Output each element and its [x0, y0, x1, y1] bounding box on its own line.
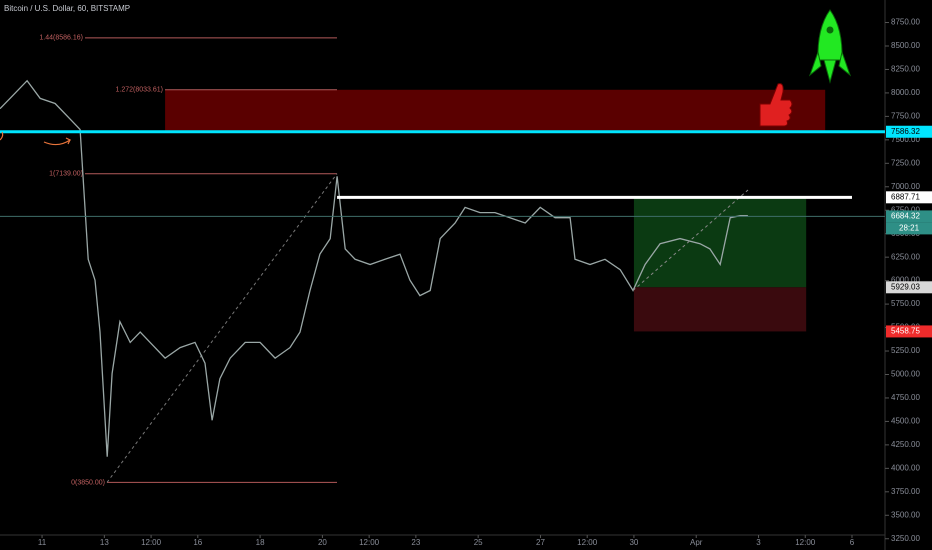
x-tick-label: 23 — [411, 538, 420, 547]
y-tick-label: 8500.00 — [891, 41, 920, 50]
price-label-box — [886, 125, 932, 138]
x-tick-label: 13 — [100, 538, 109, 547]
fib-label: 0(3850.00) — [71, 479, 105, 486]
zone — [165, 89, 826, 131]
price-label: 5929.03 — [891, 282, 920, 291]
y-tick-label: 4750.00 — [891, 393, 920, 402]
y-tick-label: 7750.00 — [891, 111, 920, 120]
y-tick-label: 3250.00 — [891, 534, 920, 543]
countdown: 28:21 — [899, 224, 920, 233]
x-tick-label: 25 — [474, 538, 483, 547]
fib-label: 1(7139.00) — [49, 171, 83, 178]
hand-arrows — [0, 131, 72, 146]
y-tick-label: 8000.00 — [891, 88, 920, 97]
x-tick-label: 12:00 — [795, 538, 816, 547]
y-tick-label: 8250.00 — [891, 65, 920, 74]
y-tick-label: 4500.00 — [891, 417, 920, 426]
plot: 3250.00 3500.00 3750.00 4000.00 4250.00 4500.… — [0, 18, 932, 547]
x-tick-label: 12:00 — [577, 538, 598, 547]
x-tick-label: 12:00 — [141, 538, 162, 547]
y-tick-label: 7500.00 — [891, 135, 920, 144]
price-line — [0, 79, 748, 457]
price-label-box — [886, 325, 932, 338]
x-tick-label: 30 — [629, 538, 638, 547]
zone — [633, 197, 807, 288]
price-label-box — [886, 281, 932, 294]
y-tick-label: 5000.00 — [891, 370, 920, 379]
y-tick-label: 3750.00 — [891, 487, 920, 496]
y-tick-label: 6250.00 — [891, 252, 920, 261]
y-tick-label: 8750.00 — [891, 18, 920, 27]
rocket-icon — [808, 9, 852, 84]
price-label-box — [886, 210, 932, 223]
y-tick-label: 5750.00 — [891, 299, 920, 308]
fib-trend — [106, 173, 338, 483]
price-label: 5458.75 — [891, 327, 920, 336]
x-tick-label: 3 — [756, 538, 761, 547]
x-tick-label: 20 — [318, 538, 327, 547]
countdown-box — [886, 222, 932, 235]
x-tick-label: 11 — [38, 538, 47, 547]
x-tick-label: 16 — [193, 538, 202, 547]
x-tick-label: 12:00 — [359, 538, 380, 547]
x-tick-label: 18 — [256, 538, 265, 547]
price-label: 6684.32 — [891, 212, 920, 221]
chart-title: Bitcoin / U.S. Dollar, 60, BITSTAMP — [4, 4, 130, 13]
fib-label: 1.272(8033.61) — [116, 87, 163, 94]
y-tick-label: 7000.00 — [891, 182, 920, 191]
y-tick-label: 6750.00 — [891, 205, 920, 214]
x-tick-label: Apr — [690, 538, 703, 547]
y-tick-label: 3500.00 — [891, 510, 920, 519]
projection-dash — [632, 189, 749, 291]
price-label: 7586.32 — [891, 127, 920, 136]
zone — [633, 287, 807, 332]
y-tick-label: 7250.00 — [891, 158, 920, 167]
thumbs-up-icon — [759, 83, 793, 127]
y-tick-label: 4250.00 — [891, 440, 920, 449]
price-label-box — [886, 191, 932, 204]
y-tick-label: 6000.00 — [891, 276, 920, 285]
x-tick-label: 6 — [850, 538, 855, 547]
fib-label: 1.44(8586.16) — [39, 35, 83, 42]
y-tick-label: 5250.00 — [891, 346, 920, 355]
x-tick-label: 27 — [536, 538, 545, 547]
price-label: 6887.71 — [891, 192, 920, 201]
y-tick-label: 4000.00 — [891, 463, 920, 472]
